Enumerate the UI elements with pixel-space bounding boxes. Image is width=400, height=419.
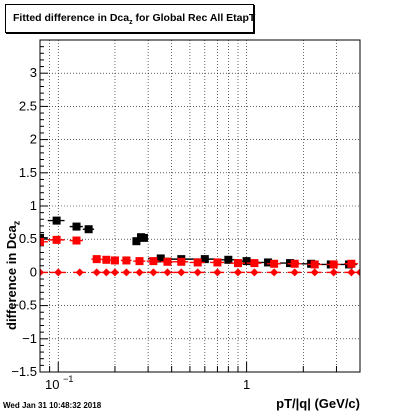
data-point <box>329 268 338 277</box>
data-layer <box>40 216 360 277</box>
data-point <box>213 268 222 277</box>
y-tick-label: 0 <box>30 264 37 279</box>
data-point <box>52 216 61 225</box>
data-point <box>110 256 119 265</box>
y-tick-label: 1.5 <box>19 165 37 180</box>
y-tick-label: 2.5 <box>19 98 37 113</box>
y-axis-label-text: difference in Dca <box>4 225 19 330</box>
data-point <box>310 260 319 269</box>
data-point <box>250 259 259 268</box>
data-point <box>224 255 233 264</box>
data-point <box>122 268 131 277</box>
data-point <box>132 237 141 246</box>
data-point <box>310 268 319 277</box>
data-point <box>356 268 360 277</box>
y-tick-label: 2 <box>30 132 37 147</box>
data-point <box>193 268 202 277</box>
data-point <box>264 258 273 267</box>
x-tick-label: 10 <box>45 377 59 392</box>
data-point <box>102 255 111 264</box>
data-point <box>135 257 144 266</box>
data-point <box>122 256 131 265</box>
data-point <box>110 268 119 277</box>
title-suffix: for Global Rec All EtapT <box>132 12 256 24</box>
title-box: Fitted difference in Dcaz for Global Rec… <box>5 4 255 33</box>
chart-title: Fitted difference in Dcaz for Global Rec… <box>13 12 255 26</box>
data-point <box>213 258 222 267</box>
y-tick-label: 0.5 <box>19 231 37 246</box>
data-point <box>163 268 172 277</box>
data-point <box>200 255 209 264</box>
data-point <box>177 268 186 277</box>
data-point <box>149 268 158 277</box>
y-axis-label: difference in Dcaz <box>4 140 22 330</box>
y-tick-label: 3 <box>30 65 37 80</box>
data-point <box>250 268 259 277</box>
data-point <box>92 255 101 264</box>
data-point <box>290 259 299 268</box>
title-subscript: z <box>129 19 133 27</box>
data-point <box>149 257 158 266</box>
title-prefix: Fitted difference in Dca <box>13 12 130 24</box>
timestamp: Wed Jan 31 10:48:32 2018 <box>3 401 102 410</box>
data-point <box>193 258 202 267</box>
data-point <box>75 268 84 277</box>
data-point <box>102 268 111 277</box>
data-point <box>135 268 144 277</box>
x-tick-label-exponent: −1 <box>63 374 73 384</box>
data-point <box>72 222 81 231</box>
y-tick-label: −1.5 <box>11 364 37 379</box>
data-point <box>92 268 101 277</box>
data-point <box>72 236 81 245</box>
data-point <box>40 268 44 277</box>
data-point <box>270 259 279 268</box>
data-point <box>52 235 61 244</box>
data-point <box>242 257 251 266</box>
data-point <box>329 260 338 269</box>
x-axis-label: pT/|q| (GeV/c) <box>276 396 360 411</box>
y-tick-label: 1 <box>30 198 37 213</box>
data-point <box>233 268 242 277</box>
plot-frame <box>39 39 361 373</box>
y-axis-label-subscript: z <box>11 220 22 226</box>
y-tick-label: −1 <box>22 331 37 346</box>
x-tick-label: 1 <box>243 377 250 392</box>
data-point <box>139 233 148 242</box>
data-point <box>233 259 242 268</box>
data-point <box>54 268 63 277</box>
data-point <box>163 257 172 266</box>
data-point <box>156 254 165 263</box>
data-point <box>290 268 299 277</box>
data-point <box>347 268 356 277</box>
data-point <box>177 257 186 266</box>
data-point <box>40 237 44 246</box>
data-point <box>347 259 356 268</box>
data-point <box>84 225 93 234</box>
y-tick-label: −0.5 <box>11 298 37 313</box>
data-point <box>270 268 279 277</box>
